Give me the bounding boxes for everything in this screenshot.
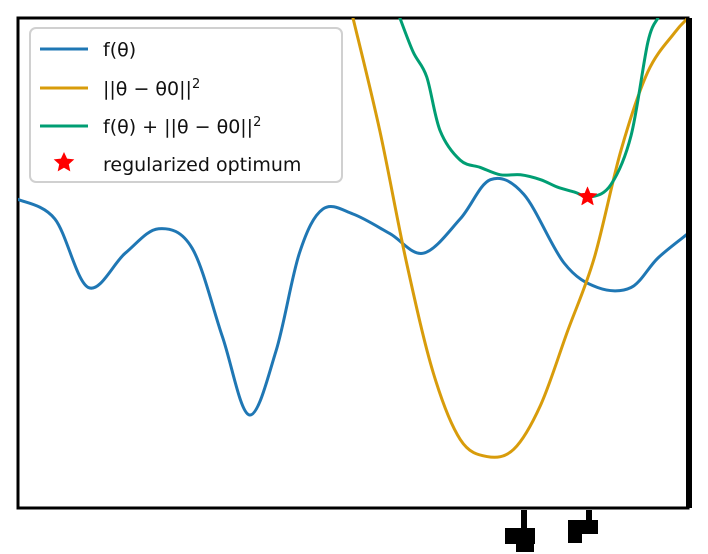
legend-label-sum: f(θ) + ||θ − θ0||2 [103,115,261,139]
series-lines [18,18,688,459]
marker-base-1 [516,540,534,552]
series-line-0 [18,176,688,417]
series-line-2 [398,18,660,199]
legend-label-reg: ||θ − θ0||2 [103,77,200,101]
marker-body-2 [568,520,598,534]
legend-star-icon [53,152,75,172]
legend-label-f: f(θ) [103,39,136,61]
legend-label-opt: regularized optimum [103,154,301,176]
right-edge-border [686,18,692,508]
bottom-markers [505,510,598,552]
legend-box [29,27,343,183]
legend: f(θ) ||θ − θ0||2 f(θ) + ||θ − θ0||2 regu… [29,27,343,183]
marker-base-2 [568,532,582,543]
marker-stem-1 [521,510,527,530]
optimum-star-icon [577,186,598,206]
marker-stem-2 [586,510,592,524]
